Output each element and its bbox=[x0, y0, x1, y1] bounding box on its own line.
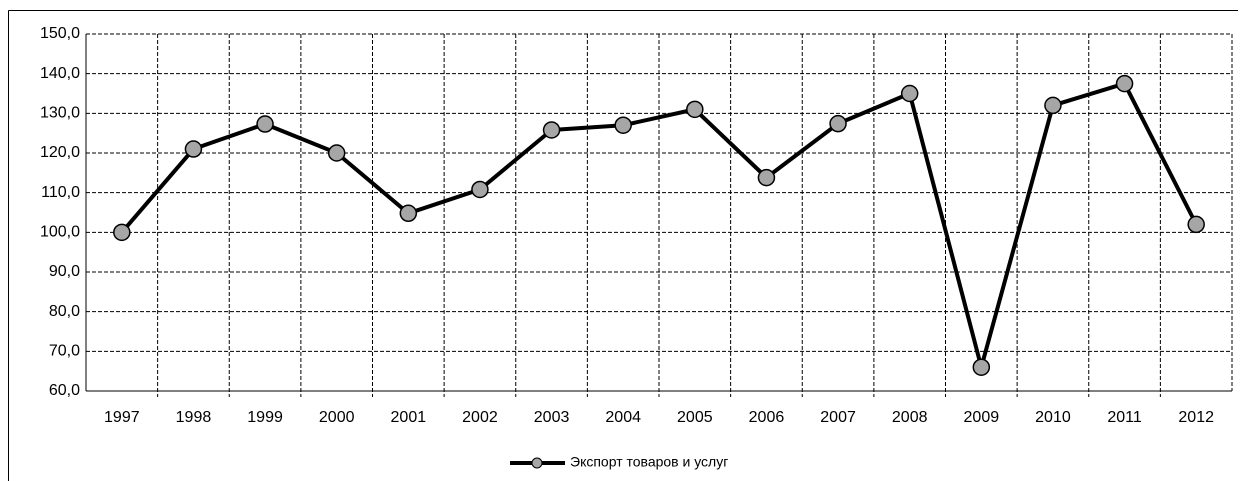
y-tick-label: 140,0 bbox=[40, 65, 80, 82]
point-marker bbox=[900, 84, 919, 103]
y-tick-label: 70,0 bbox=[49, 343, 80, 360]
y-tick-label: 90,0 bbox=[49, 263, 80, 280]
y-tick-label: 150,0 bbox=[40, 25, 80, 42]
point-marker bbox=[471, 180, 489, 199]
point-marker bbox=[1187, 215, 1205, 234]
point-marker bbox=[399, 204, 418, 223]
x-tick-label: 2005 bbox=[677, 409, 713, 426]
point-marker bbox=[184, 140, 203, 158]
y-tick-label: 120,0 bbox=[40, 144, 80, 161]
x-tick-label: 2011 bbox=[1107, 409, 1142, 426]
y-tick-label: 60,0 bbox=[49, 382, 80, 399]
series-line bbox=[120, 81, 1198, 370]
point-marker bbox=[1044, 96, 1062, 115]
y-tick-label: 110,0 bbox=[41, 184, 80, 201]
x-tick-label: 2012 bbox=[1178, 409, 1214, 426]
legend-marker bbox=[531, 457, 543, 469]
y-tick-label: 80,0 bbox=[49, 303, 80, 320]
x-tick-label: 2000 bbox=[319, 409, 355, 426]
point-marker bbox=[542, 121, 561, 139]
y-tick-label: 100,0 bbox=[40, 224, 80, 241]
x-tick-label: 2007 bbox=[820, 409, 856, 426]
x-tick-label: 2006 bbox=[749, 409, 785, 426]
x-tick-label: 2001 bbox=[391, 409, 427, 426]
point-marker bbox=[327, 144, 346, 162]
point-marker bbox=[614, 116, 632, 134]
x-tick-label: 2010 bbox=[1035, 409, 1071, 426]
x-tick-label: 2009 bbox=[964, 409, 1000, 426]
point-marker bbox=[829, 114, 847, 133]
legend-label: Экспорт товаров и услуг bbox=[570, 454, 728, 470]
point-marker bbox=[256, 115, 274, 133]
x-tick-label: 1999 bbox=[247, 409, 283, 426]
point-marker bbox=[1115, 74, 1134, 93]
point-marker bbox=[972, 358, 991, 376]
point-marker bbox=[757, 168, 776, 187]
x-tick-label: 1997 bbox=[104, 409, 140, 426]
x-tick-label: 2003 bbox=[534, 409, 570, 426]
x-tick-label: 2008 bbox=[892, 409, 928, 426]
y-tick-label: 130,0 bbox=[40, 105, 80, 122]
x-tick-label: 1998 bbox=[176, 409, 212, 426]
x-tick-label: 2004 bbox=[605, 409, 641, 426]
point-marker bbox=[686, 100, 704, 119]
point-marker bbox=[113, 223, 131, 242]
x-tick-label: 2002 bbox=[462, 409, 498, 426]
